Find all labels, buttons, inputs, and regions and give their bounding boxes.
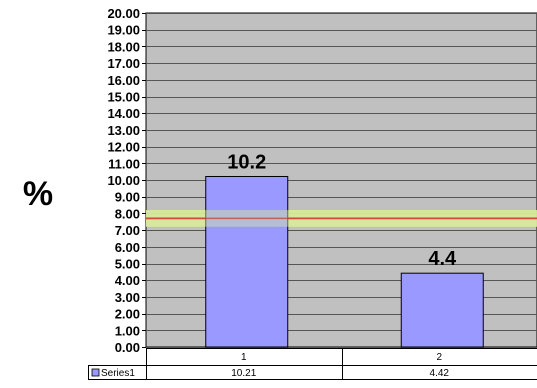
y-tick-label: 19.00 bbox=[107, 23, 140, 38]
y-tick-label: 20.00 bbox=[107, 6, 140, 21]
y-tick-label: 7.00 bbox=[115, 223, 140, 238]
y-axis: 0.00 1.002.00 3.00 4.005.00 6.00 7.00 8.009.00… bbox=[107, 6, 146, 355]
table-value: 10.21 bbox=[231, 368, 256, 379]
legend-series-name: Series1 bbox=[101, 368, 135, 379]
y-tick-label: 16.00 bbox=[107, 73, 140, 88]
y-tick-label: 8.00 bbox=[115, 206, 140, 221]
x-category-label: 1 bbox=[241, 352, 247, 363]
y-tick-label: 13.00 bbox=[107, 123, 140, 138]
table-value: 4.42 bbox=[430, 368, 450, 379]
y-tick-label: 10.00 bbox=[107, 173, 140, 188]
data-label: 10.2 bbox=[227, 151, 266, 173]
y-tick-label: 1.00 bbox=[115, 323, 140, 338]
y-tick-label: 9.00 bbox=[115, 190, 140, 205]
y-tick-label: 11.00 bbox=[108, 156, 140, 171]
y-tick-label: 5.00 bbox=[115, 257, 140, 272]
bar bbox=[400, 272, 484, 348]
y-tick-label: 12.00 bbox=[107, 140, 140, 155]
y-tick-label: 0.00 bbox=[115, 340, 140, 355]
legend-swatch bbox=[91, 368, 100, 377]
y-tick-label: 6.00 bbox=[115, 240, 140, 255]
x-category-label: 2 bbox=[436, 352, 442, 363]
data-labels: 10.2 4.4 bbox=[146, 151, 537, 270]
bars bbox=[205, 175, 484, 348]
y-tick-label: 14.00 bbox=[107, 106, 140, 121]
y-tick-label: 15.00 bbox=[107, 90, 140, 105]
data-table: 1 10.21 2 4.42 Series1 bbox=[88, 348, 537, 380]
y-tick-label: 3.00 bbox=[115, 290, 140, 305]
bar bbox=[205, 175, 289, 348]
y-tick-label: 4.00 bbox=[115, 273, 140, 288]
y-axis-label: % bbox=[23, 175, 53, 213]
y-tick-label: 17.00 bbox=[107, 56, 140, 71]
y-tick-label: 18.00 bbox=[107, 39, 140, 54]
y-tick-label: 2.00 bbox=[115, 307, 140, 322]
data-label: 4.4 bbox=[428, 248, 457, 270]
